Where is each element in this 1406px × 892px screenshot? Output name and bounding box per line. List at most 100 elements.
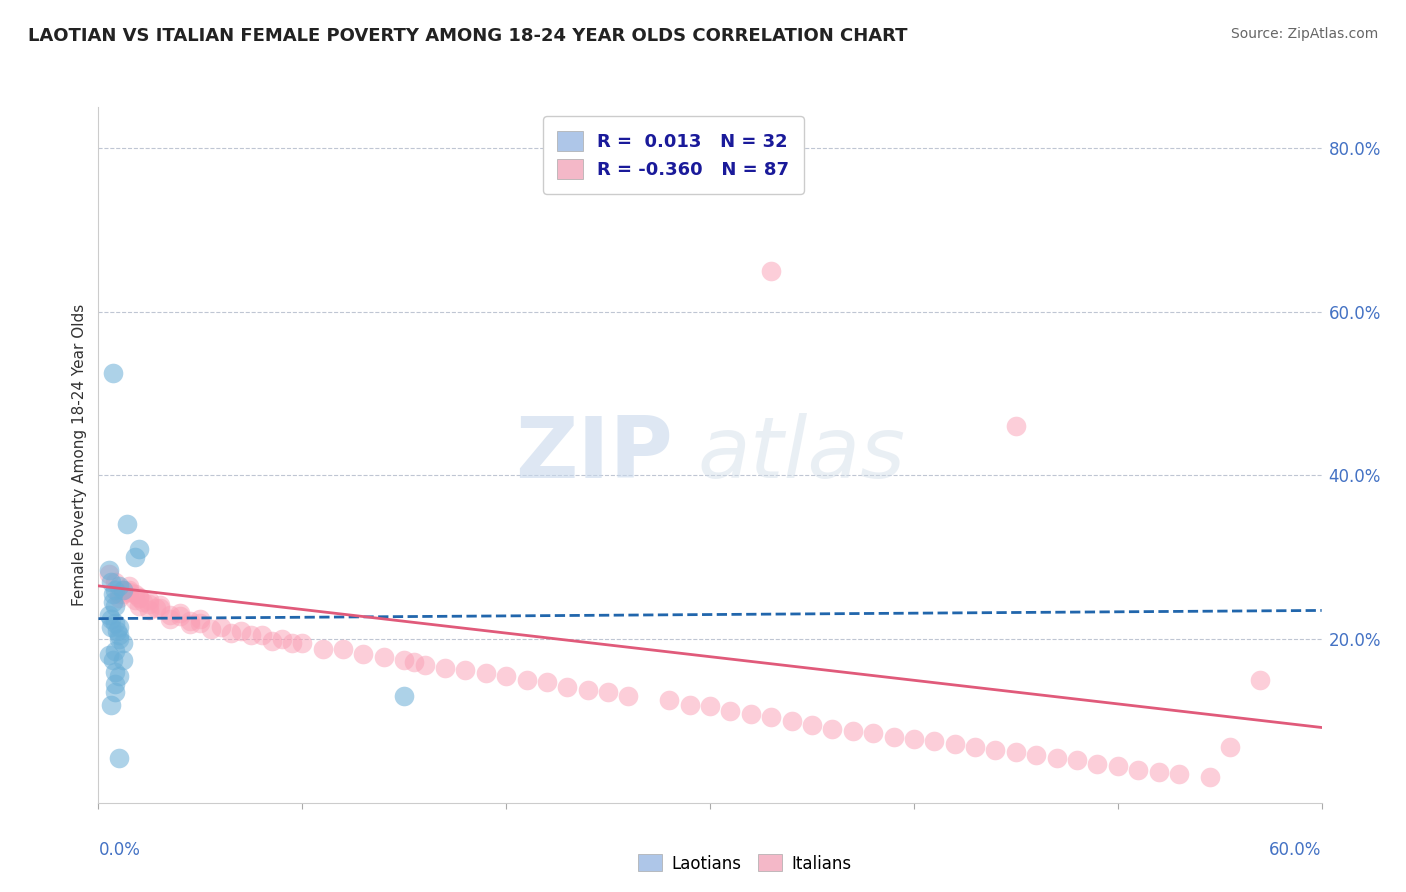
Point — [965, 740, 987, 755]
Point — [209, 620, 232, 634]
Text: LAOTIAN VS ITALIAN FEMALE POVERTY AMONG 18-24 YEAR OLDS CORRELATION CHART: LAOTIAN VS ITALIAN FEMALE POVERTY AMONG … — [28, 27, 908, 45]
Point — [219, 625, 242, 640]
Point — [124, 550, 146, 565]
Point — [312, 641, 335, 656]
Point — [883, 731, 905, 745]
Point — [169, 606, 191, 620]
Point — [108, 628, 131, 642]
Point — [240, 628, 263, 642]
Point — [1085, 756, 1108, 771]
Point — [179, 614, 201, 628]
Point — [576, 682, 599, 697]
Point — [104, 677, 127, 691]
Point — [557, 680, 579, 694]
Point — [97, 648, 120, 663]
Point — [1147, 764, 1170, 779]
Point — [1219, 740, 1241, 755]
Point — [413, 658, 436, 673]
Point — [474, 666, 498, 681]
Point — [159, 607, 181, 622]
Point — [352, 647, 374, 661]
Point — [598, 685, 620, 699]
Point — [108, 632, 131, 646]
Point — [128, 542, 150, 557]
Point — [1107, 759, 1129, 773]
Point — [761, 264, 783, 278]
Point — [516, 673, 538, 687]
Point — [104, 574, 127, 589]
Text: ZIP: ZIP — [516, 413, 673, 497]
Point — [100, 620, 122, 634]
Point — [658, 693, 681, 707]
Point — [188, 612, 212, 626]
Point — [128, 590, 150, 604]
Point — [188, 615, 212, 630]
Point — [138, 592, 160, 607]
Point — [145, 601, 167, 615]
Point — [1198, 770, 1220, 784]
Point — [699, 699, 721, 714]
Point — [281, 636, 304, 650]
Point — [97, 607, 120, 622]
Text: Source: ZipAtlas.com: Source: ZipAtlas.com — [1230, 27, 1378, 41]
Legend: R =  0.013   N = 32, R = -0.360   N = 87: R = 0.013 N = 32, R = -0.360 N = 87 — [543, 116, 804, 194]
Point — [434, 661, 457, 675]
Point — [104, 685, 127, 699]
Point — [149, 598, 172, 612]
Point — [128, 591, 150, 606]
Point — [231, 624, 253, 638]
Point — [922, 734, 945, 748]
Point — [720, 704, 742, 718]
Point — [118, 582, 141, 597]
Point — [101, 595, 124, 609]
Point — [100, 612, 122, 626]
Point — [111, 582, 134, 597]
Point — [138, 603, 160, 617]
Point — [260, 633, 283, 648]
Point — [104, 615, 127, 630]
Point — [111, 652, 134, 666]
Point — [104, 599, 127, 614]
Point — [291, 636, 314, 650]
Point — [132, 595, 155, 609]
Point — [108, 751, 131, 765]
Point — [454, 663, 477, 677]
Point — [862, 726, 884, 740]
Point — [104, 665, 127, 679]
Point — [105, 624, 128, 638]
Point — [1167, 767, 1189, 781]
Point — [841, 723, 863, 738]
Point — [108, 587, 131, 601]
Point — [159, 612, 181, 626]
Point — [108, 669, 131, 683]
Point — [104, 644, 127, 658]
Point — [1045, 751, 1069, 765]
Point — [111, 587, 134, 601]
Point — [536, 674, 558, 689]
Point — [124, 592, 146, 607]
Point — [270, 632, 294, 646]
Point — [903, 731, 925, 746]
Point — [984, 742, 1007, 756]
Point — [108, 591, 131, 606]
Point — [821, 722, 844, 736]
Point — [97, 562, 120, 576]
Point — [373, 650, 395, 665]
Text: atlas: atlas — [697, 413, 905, 497]
Point — [101, 652, 124, 666]
Point — [943, 737, 966, 751]
Point — [108, 579, 131, 593]
Point — [115, 517, 138, 532]
Point — [761, 710, 783, 724]
Point — [179, 617, 201, 632]
Point — [100, 574, 122, 589]
Point — [124, 587, 146, 601]
Point — [97, 566, 120, 581]
Point — [1004, 419, 1026, 434]
Point — [101, 366, 124, 380]
Point — [1128, 763, 1150, 777]
Point — [100, 698, 122, 712]
Point — [118, 579, 141, 593]
Point — [169, 609, 191, 624]
Point — [332, 641, 354, 656]
